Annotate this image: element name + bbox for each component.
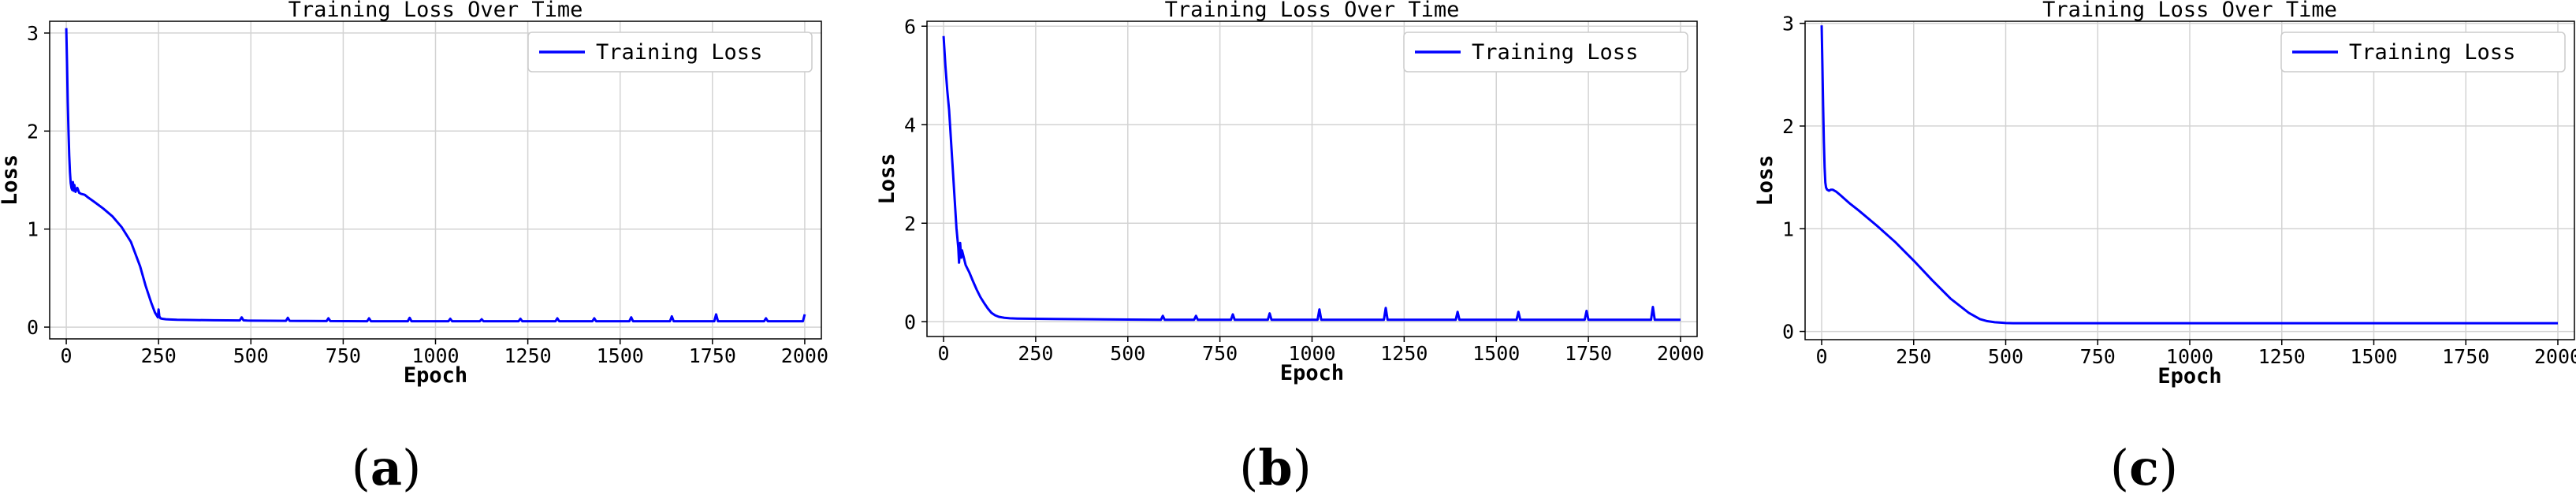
x-tick-label: 1750 [2442,345,2489,368]
y-axis-label: Loss [0,154,22,206]
x-axis-label: Epoch [404,363,467,388]
chart-title: Training Loss Over Time [2042,0,2337,22]
x-tick-label: 2000 [781,344,828,367]
x-tick-label: 750 [2080,345,2116,368]
x-tick-label: 1000 [411,344,459,367]
x-tick-label: 1500 [597,344,644,367]
x-tick-label: 1500 [1472,342,1520,365]
x-tick-label: 1000 [1288,342,1335,365]
y-tick-label: 4 [904,113,916,136]
panel-letter: b [1258,439,1292,496]
x-tick-label: 250 [141,344,177,367]
x-tick-label: 0 [61,344,73,367]
y-tick-label: 2 [1782,115,1794,138]
y-tick-label: 2 [904,212,916,235]
x-tick-label: 1500 [2350,345,2397,368]
chart-panel-a: 0 250 500 750 1000 1250 1500 1750 2000 0 1 2 3 Traini… [0,0,828,496]
x-tick-label: 0 [1815,345,1827,368]
x-tick-label: 500 [1110,342,1145,365]
legend-entry: Training Loss [596,40,762,65]
y-tick-label: 3 [1782,13,1794,35]
x-tick-label: 1000 [2166,345,2213,368]
x-tick-label: 1250 [2258,345,2306,368]
chart-title: Training Loss Over Time [288,0,583,22]
x-tick-label: 2000 [2534,345,2576,368]
x-tick-label: 2000 [1657,342,1704,365]
x-tick-label: 500 [233,344,269,367]
x-tick-label: 250 [1018,342,1053,365]
legend-box [527,32,813,73]
x-tick-label: 1250 [504,344,551,367]
panel-caption: (c) [2110,439,2178,496]
series-line-training-loss [942,35,1681,322]
legend: Training Loss [2280,32,2566,73]
x-tick-label: 0 [938,342,950,365]
series-line-training-loss [1820,25,2558,325]
x-tick-label: 1750 [1565,342,1612,365]
panel-caption: (b) [1239,439,1312,496]
chart-panel-c: 0 250 500 750 1000 1250 1500 1750 2000 0 1 2 3 Traini… [1753,0,2576,496]
y-tick-label: 0 [904,310,916,333]
panel-letter: a [370,439,402,496]
panel-caption: (a) [352,439,422,496]
x-tick-label: 250 [1896,345,1931,368]
legend-entry: Training Loss [1472,40,1638,65]
legend-box [2280,32,2566,73]
y-tick-label: 2 [27,120,39,143]
y-axis-label: Loss [875,153,899,204]
y-tick-label: 6 [904,15,916,38]
y-tick-label: 3 [27,22,39,45]
legend: Training Loss [1403,32,1688,73]
chart-title: Training Loss Over Time [1165,0,1460,22]
x-tick-label: 750 [1202,342,1238,365]
x-tick-label: 1750 [689,344,736,367]
y-tick-label: 1 [27,218,39,241]
legend: Training Loss [527,32,813,73]
y-tick-label: 0 [27,316,39,339]
x-axis-label: Epoch [1280,361,1344,385]
x-axis-label: Epoch [2157,364,2221,389]
y-tick-label: 0 [1782,321,1794,344]
legend-box [1403,32,1688,73]
y-axis-label: Loss [1753,154,1778,206]
legend-entry: Training Loss [2349,40,2515,65]
chart-panel-b: 0 250 500 750 1000 1250 1500 1750 2000 0 2 4 6 Traini… [875,0,1704,496]
x-tick-label: 500 [1988,345,2023,368]
series-line-training-loss [65,28,806,323]
panel-letter: c [2129,439,2159,496]
x-tick-label: 1250 [1380,342,1428,365]
x-tick-label: 750 [326,344,361,367]
y-tick-label: 1 [1782,218,1794,240]
